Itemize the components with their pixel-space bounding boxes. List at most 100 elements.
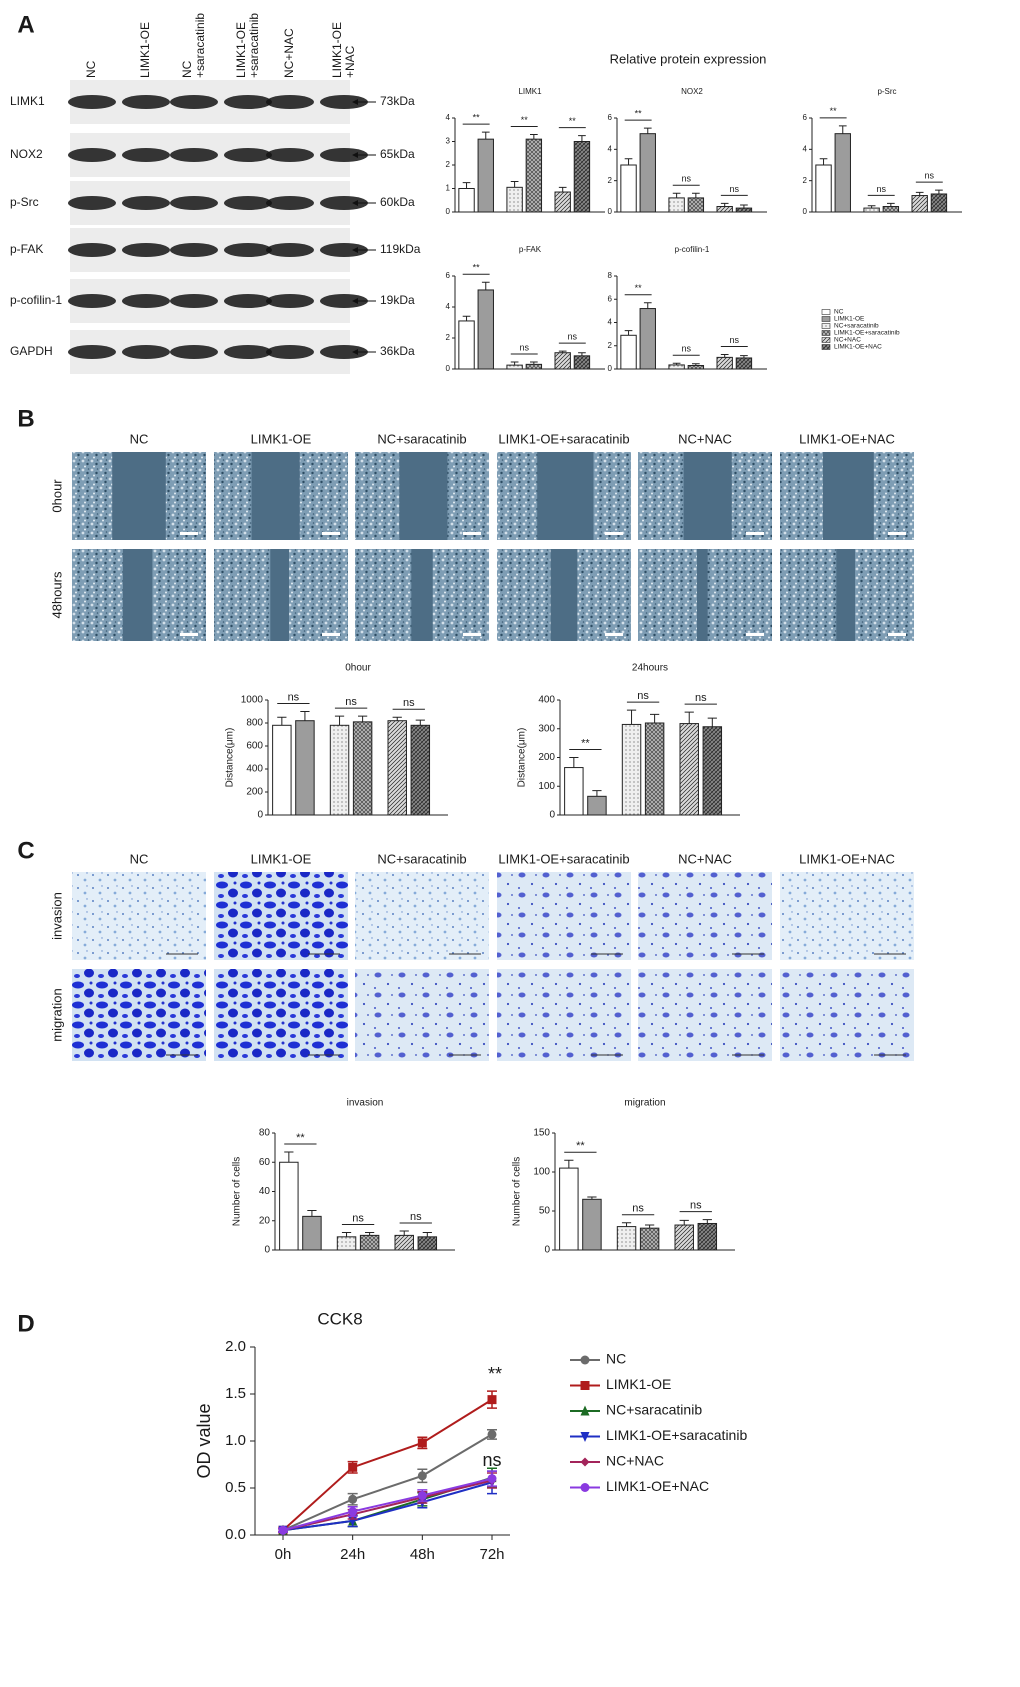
blot-band bbox=[320, 243, 368, 257]
micrograph bbox=[72, 969, 206, 1061]
significance-label: ns bbox=[345, 696, 357, 708]
chart-title: 24hours bbox=[632, 663, 668, 674]
y-tick-label: 80 bbox=[259, 1128, 271, 1139]
y-axis-label: OD value bbox=[194, 1403, 214, 1478]
error-bar bbox=[707, 717, 717, 727]
y-tick-label: 20 bbox=[259, 1215, 271, 1226]
cell-sheet bbox=[72, 549, 123, 641]
panel-label: A bbox=[17, 11, 34, 38]
error-bar bbox=[626, 709, 637, 725]
error-bar bbox=[564, 1159, 574, 1169]
micrograph bbox=[780, 872, 914, 960]
series-line bbox=[282, 1433, 493, 1532]
y-tick-label: 2 bbox=[803, 176, 808, 185]
legend-swatch bbox=[821, 309, 831, 315]
bar bbox=[679, 723, 699, 816]
column-header: LIMK1-OE+NAC bbox=[799, 431, 895, 446]
significance-label: ns bbox=[288, 691, 300, 703]
bar bbox=[639, 1227, 660, 1251]
error-bar bbox=[277, 716, 287, 726]
legend-label: NC bbox=[606, 1351, 626, 1367]
error-bar bbox=[702, 1219, 712, 1224]
error-bar bbox=[422, 1231, 432, 1237]
error-bar bbox=[867, 205, 876, 209]
cell-sheet bbox=[355, 452, 400, 540]
bar bbox=[506, 364, 523, 370]
column-header: LIMK1-OE bbox=[251, 431, 312, 446]
bar bbox=[573, 355, 591, 370]
error-bar bbox=[462, 182, 471, 189]
significance-label: ** bbox=[581, 737, 590, 749]
error-bar bbox=[481, 281, 490, 290]
cell-sheet bbox=[497, 549, 551, 641]
blot-band bbox=[224, 294, 272, 308]
blot-band bbox=[170, 148, 218, 162]
blot-band bbox=[224, 345, 272, 359]
marker bbox=[487, 1429, 497, 1439]
legend-label: LIMK1-OE+saracatinib bbox=[834, 330, 900, 337]
bar bbox=[668, 197, 685, 213]
bar bbox=[735, 207, 753, 213]
chart-title: p-cofilin-1 bbox=[675, 245, 710, 254]
cell-sheet bbox=[214, 452, 252, 540]
significance-label: ** bbox=[569, 116, 577, 126]
y-tick-label: 40 bbox=[259, 1186, 271, 1197]
bar bbox=[620, 334, 637, 370]
error-bar bbox=[510, 180, 519, 188]
error-bar bbox=[392, 716, 402, 721]
lane-label: NC+NAC bbox=[282, 28, 296, 78]
cell-sheet bbox=[432, 549, 489, 641]
error-bar bbox=[510, 361, 519, 366]
blot-arrowhead bbox=[352, 298, 358, 304]
legend-swatch bbox=[821, 323, 831, 329]
blot-band bbox=[320, 148, 368, 162]
error-bar bbox=[692, 192, 700, 198]
lane-label: NC bbox=[84, 60, 98, 78]
marker bbox=[487, 1395, 497, 1405]
error-bar bbox=[887, 202, 895, 207]
y-tick-label: 0.0 bbox=[225, 1526, 246, 1543]
band-size: 119kDa bbox=[380, 242, 421, 256]
error-bar bbox=[415, 719, 425, 726]
blot-band bbox=[122, 294, 170, 308]
blot-arrowhead bbox=[352, 349, 358, 355]
chart-title: 0hour bbox=[345, 663, 371, 674]
bar bbox=[616, 1226, 637, 1251]
blot-arrowhead bbox=[352, 200, 358, 206]
bar bbox=[674, 1224, 694, 1251]
y-axis-label: Distance(μm) bbox=[517, 728, 528, 788]
y-tick-label: 1.0 bbox=[225, 1432, 246, 1449]
error-bar bbox=[819, 158, 828, 165]
bar bbox=[525, 363, 543, 370]
lane-label: LIMK1-OE bbox=[330, 22, 344, 78]
significance-label: ** bbox=[830, 106, 838, 116]
significance-label: ** bbox=[521, 115, 529, 125]
legend-marker bbox=[580, 1405, 590, 1416]
error-bar bbox=[720, 353, 729, 358]
error-bar bbox=[358, 715, 368, 722]
error-bar bbox=[684, 711, 694, 724]
y-tick-label: 2 bbox=[608, 341, 613, 350]
micrograph bbox=[780, 969, 914, 1061]
error-bar bbox=[284, 1151, 294, 1163]
bar bbox=[834, 133, 851, 213]
bar bbox=[668, 364, 685, 370]
column-header: NC+saracatinib bbox=[377, 851, 466, 866]
legend-label: NC+saracatinib bbox=[606, 1402, 702, 1418]
y-tick-label: 6 bbox=[446, 271, 451, 280]
blot-band bbox=[266, 95, 314, 109]
significance-label: ns bbox=[568, 332, 578, 342]
blot-arrowhead bbox=[352, 99, 358, 105]
marker bbox=[417, 1491, 427, 1501]
blot-band bbox=[122, 196, 170, 210]
chart-title: p-Src bbox=[877, 87, 896, 96]
scale-bar bbox=[180, 532, 198, 535]
blot-band bbox=[122, 95, 170, 109]
error-bar bbox=[399, 1230, 409, 1236]
legend-marker bbox=[580, 1432, 590, 1442]
band-size: 19kDa bbox=[380, 293, 415, 307]
significance-label: ns bbox=[632, 1203, 644, 1215]
legend-marker bbox=[580, 1457, 590, 1467]
expression-header: Relative protein expression bbox=[610, 51, 767, 66]
